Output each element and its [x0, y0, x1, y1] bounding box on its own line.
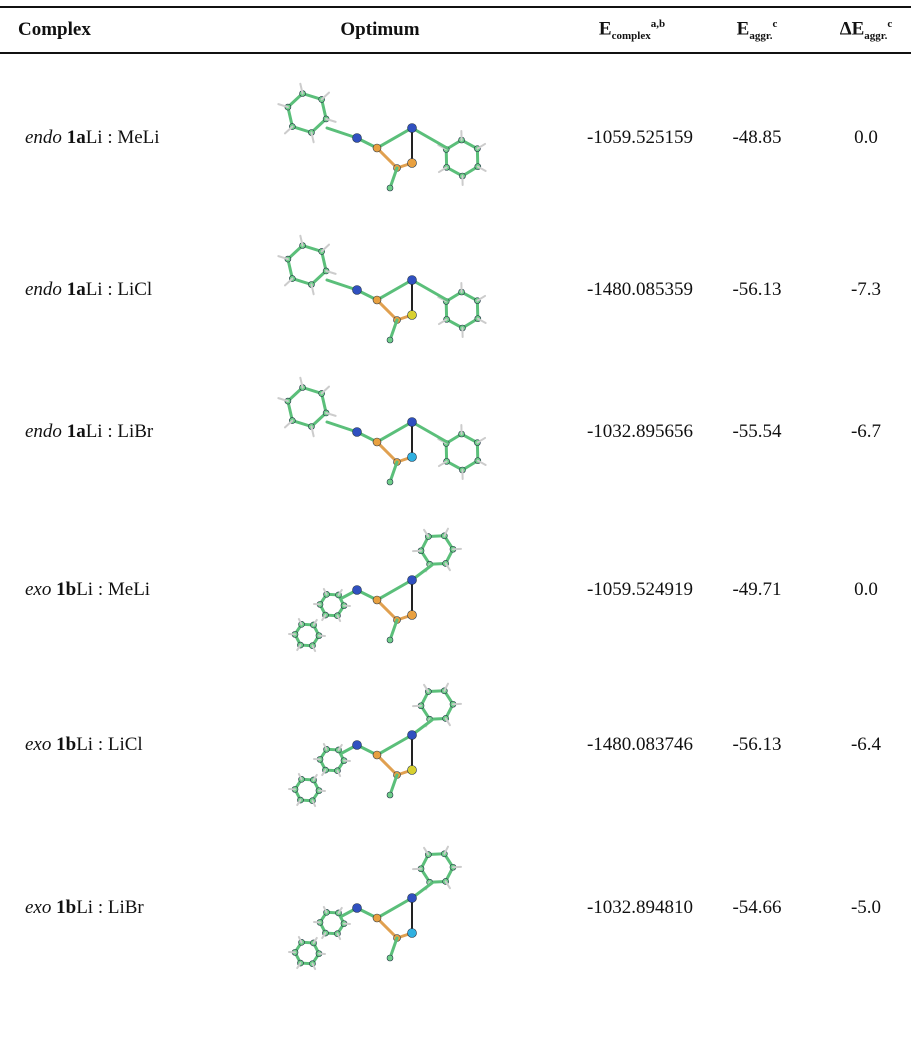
- delta: 0.0: [854, 127, 878, 149]
- header-sup: c: [887, 18, 892, 30]
- e-aggr: -48.85: [732, 127, 781, 149]
- header-cell: Optimum: [340, 19, 419, 41]
- e-complex: -1032.895656: [587, 421, 693, 443]
- complex-prefix: endo: [25, 421, 62, 442]
- complex-rest: Li : LiCl: [76, 734, 143, 755]
- complex-name: endo 1aLi : LiBr: [25, 421, 153, 443]
- e-aggr: -49.71: [732, 579, 781, 601]
- page: ComplexOptimumEcomplexa,bEaggr.cΔEaggr.c…: [0, 0, 911, 1049]
- e-complex: -1480.085359: [587, 279, 693, 301]
- complex-compound: 1a: [67, 127, 86, 148]
- header-sub: complex: [612, 30, 651, 42]
- e-aggr: -54.66: [732, 897, 781, 919]
- molecule-image: [262, 510, 502, 670]
- molecule-image: [262, 352, 502, 512]
- delta: 0.0: [854, 579, 878, 601]
- complex-prefix: exo: [25, 897, 51, 918]
- header-sup: a,b: [651, 18, 665, 30]
- header-cell: Complex: [18, 19, 91, 41]
- delta: -7.3: [851, 279, 881, 301]
- header-sub: aggr.: [749, 30, 772, 42]
- complex-name: endo 1aLi : LiCl: [25, 279, 152, 301]
- delta: -6.4: [851, 734, 881, 756]
- complex-compound: 1b: [56, 734, 76, 755]
- complex-name: exo 1bLi : LiCl: [25, 734, 143, 756]
- e-aggr: -55.54: [732, 421, 781, 443]
- complex-compound: 1a: [67, 421, 86, 442]
- e-aggr: -56.13: [732, 279, 781, 301]
- delta: -6.7: [851, 421, 881, 443]
- header-text: ΔE: [840, 18, 865, 39]
- complex-rest: Li : LiCl: [86, 279, 153, 300]
- molecule-image: [262, 58, 502, 218]
- complex-prefix: exo: [25, 734, 51, 755]
- complex-compound: 1b: [56, 897, 76, 918]
- header-cell: ΔEaggr.c: [840, 18, 893, 42]
- complex-name: exo 1bLi : LiBr: [25, 897, 144, 919]
- e-aggr: -56.13: [732, 734, 781, 756]
- header-cell: Eaggr.c: [737, 18, 778, 42]
- complex-name: exo 1bLi : MeLi: [25, 579, 150, 601]
- header-text: Complex: [18, 19, 91, 40]
- header-text: Optimum: [340, 19, 419, 40]
- header-sub: aggr.: [864, 30, 887, 42]
- e-complex: -1480.083746: [587, 734, 693, 756]
- e-complex: -1032.894810: [587, 897, 693, 919]
- delta: -5.0: [851, 897, 881, 919]
- complex-rest: Li : LiBr: [86, 421, 154, 442]
- complex-rest: Li : MeLi: [76, 579, 150, 600]
- complex-prefix: endo: [25, 127, 62, 148]
- header-sup: c: [772, 18, 777, 30]
- complex-compound: 1a: [67, 279, 86, 300]
- molecule-image: [262, 210, 502, 370]
- complex-name: endo 1aLi : MeLi: [25, 127, 160, 149]
- complex-compound: 1b: [56, 579, 76, 600]
- complex-prefix: exo: [25, 579, 51, 600]
- header-rule: [0, 52, 911, 54]
- complex-rest: Li : MeLi: [86, 127, 160, 148]
- header-text: E: [737, 18, 750, 39]
- header-text: E: [599, 18, 612, 39]
- header-cell: Ecomplexa,b: [599, 18, 665, 42]
- complex-rest: Li : LiBr: [76, 897, 144, 918]
- molecule-image: [262, 665, 502, 825]
- e-complex: -1059.524919: [587, 579, 693, 601]
- top-rule: [0, 6, 911, 8]
- e-complex: -1059.525159: [587, 127, 693, 149]
- complex-prefix: endo: [25, 279, 62, 300]
- molecule-image: [262, 828, 502, 988]
